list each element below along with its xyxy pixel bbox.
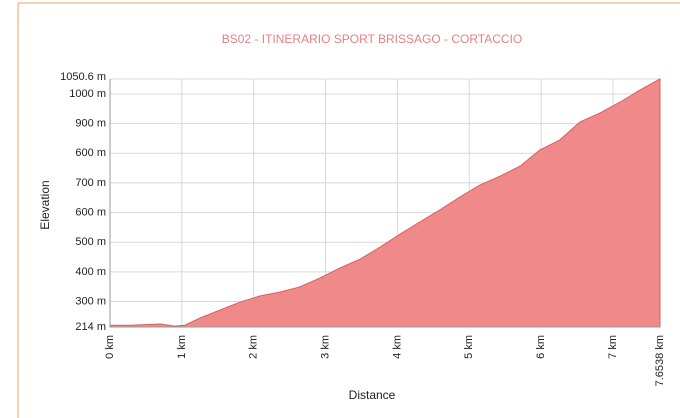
x-tick-label: 7 km bbox=[607, 335, 619, 359]
x-tick-label: 6 km bbox=[535, 335, 547, 359]
x-tick-label: 5 km bbox=[463, 335, 475, 359]
y-tick-label: 600 m bbox=[75, 147, 106, 159]
y-tick-label: 600 m bbox=[75, 206, 106, 218]
chart-title: BS02 - ITINERARIO SPORT BRISSAGO - CORTA… bbox=[222, 32, 523, 46]
y-tick-label: 1050.6 m bbox=[60, 71, 106, 83]
y-tick-label: 300 m bbox=[75, 295, 106, 307]
x-tick-label: 0 km bbox=[104, 335, 116, 359]
x-tick-label: 1 km bbox=[176, 335, 188, 359]
y-tick-label: 500 m bbox=[75, 236, 106, 248]
x-tick-label: 3 km bbox=[319, 335, 331, 359]
y-tick-label: 400 m bbox=[75, 266, 106, 278]
y-tick-label: 214 m bbox=[75, 321, 106, 333]
elevation-area bbox=[109, 78, 661, 328]
y-tick-label: 700 m bbox=[75, 177, 106, 189]
y-tick-label: 900 m bbox=[75, 118, 106, 130]
x-axis-label: Distance bbox=[349, 388, 396, 402]
x-tick-label: 4 km bbox=[391, 335, 403, 359]
x-tick-label: 2 km bbox=[248, 335, 260, 359]
x-tick-label: 7.6538 km bbox=[654, 335, 666, 386]
y-tick-label: 1000 m bbox=[69, 88, 106, 100]
y-axis-label: Elevation bbox=[38, 180, 52, 229]
